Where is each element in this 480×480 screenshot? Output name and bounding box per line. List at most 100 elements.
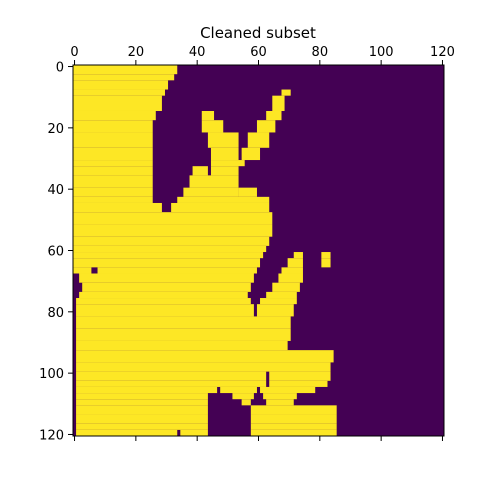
heatmap-cell-region: [207, 132, 239, 148]
heatmap-cell-region: [73, 89, 165, 96]
y-tick-label: 60: [47, 245, 64, 260]
heatmap-cell-region: [210, 147, 239, 161]
heatmap-cell-region: [73, 245, 267, 253]
heatmap-cell-region: [250, 405, 337, 415]
heatmap-cell-region: [73, 187, 153, 197]
heatmap-cell-region: [269, 380, 328, 387]
heatmap-cell-region: [76, 316, 291, 329]
heatmap-cell-region: [79, 291, 248, 299]
heatmap-cell-region: [76, 393, 208, 400]
heatmap-cell-region: [260, 298, 297, 305]
heatmap-cell-region: [73, 252, 264, 259]
heatmap-cell-region: [232, 393, 254, 400]
heatmap-cell-region: [73, 196, 153, 203]
heatmap-cell-region: [82, 282, 251, 292]
heatmap-cell-region: [201, 120, 224, 133]
heatmap-cell-region: [250, 429, 337, 436]
heatmap-cell-region: [177, 196, 270, 203]
heatmap-cell-region: [73, 236, 270, 246]
heatmap-cell-region: [321, 252, 331, 259]
heatmap-cell-region: [73, 80, 169, 90]
heatmap-cell-region: [201, 110, 215, 121]
heatmap-cell-region: [263, 393, 297, 400]
heatmap-cell-region: [210, 160, 245, 167]
heatmap-cell-region: [266, 291, 297, 299]
heatmap-cell-region: [241, 147, 261, 161]
heatmap-cell-region: [192, 166, 208, 176]
heatmap-cell-region: [266, 399, 294, 406]
heatmap-cell-region: [256, 304, 294, 317]
heatmap-cell-region: [73, 224, 273, 237]
heatmap-cell-region: [321, 258, 331, 268]
heatmap-cell-region: [76, 304, 254, 317]
heatmap-cell-region: [97, 267, 257, 274]
heatmap-cell-region: [73, 166, 153, 176]
x-tick-label: 120: [430, 45, 455, 60]
x-tick-label: 0: [70, 45, 78, 60]
y-tick-label: 80: [47, 306, 64, 321]
heatmap-cell-region: [238, 187, 257, 197]
heatmap-cell-region: [76, 386, 218, 394]
axes: 0 20 40 60 80 100 120 0 20 40 60 80 100 120: [39, 45, 455, 443]
heatmap-cell-region: [76, 405, 208, 415]
heatmap-cell-region: [76, 298, 251, 305]
y-tick-label: 100: [39, 367, 64, 382]
heatmap-cell-region: [73, 65, 178, 75]
x-tick-label: 20: [128, 45, 145, 60]
heatmap-cell-region: [180, 429, 208, 436]
heatmap-cell-region: [76, 328, 291, 341]
heatmap-cell-region: [281, 267, 303, 274]
heatmap-cell-region: [79, 273, 254, 283]
heatmap-cell-region: [293, 252, 303, 259]
heatmap-cell-region: [220, 386, 257, 394]
chart-title: Cleaned subset: [200, 24, 316, 42]
heatmap-cell-region: [73, 160, 153, 167]
heatmap-cell-region: [76, 423, 208, 430]
x-tick-label: 80: [312, 45, 329, 60]
heatmap-cell-region: [76, 414, 208, 424]
heatmap-cell-region: [269, 371, 331, 381]
heatmap-cell-region: [76, 399, 208, 406]
heatmap-cell-region: [278, 273, 303, 283]
heatmap-cell-region: [73, 202, 162, 213]
y-tick-label: 40: [47, 183, 64, 198]
heatmap-cell-region: [73, 267, 92, 274]
heatmap-cell-region: [73, 110, 156, 121]
x-tick-label: 40: [189, 45, 206, 60]
heatmap-cell-region: [73, 258, 261, 268]
heatmap-cell-region: [266, 110, 282, 121]
y-tick-label: 0: [56, 61, 64, 76]
heatmap-cell-region: [210, 166, 239, 176]
y-tick-label: 20: [47, 122, 64, 137]
plot-area: [73, 65, 444, 436]
x-tick-label: 60: [250, 45, 267, 60]
heatmap-cell-region: [76, 429, 178, 436]
heatmap-cell-region: [183, 187, 239, 197]
heatmap-cell-region: [76, 380, 267, 387]
heatmap-cell-region: [287, 258, 303, 268]
heatmap-cell-region: [73, 74, 175, 81]
heatmap-cell-region: [241, 399, 251, 406]
heatmap-cell-region: [76, 362, 331, 372]
heatmap-cell-region: [247, 132, 270, 148]
heatmap-cell-region: [256, 120, 276, 133]
heatmap-cell-region: [272, 282, 300, 292]
y-tick-label: 120: [39, 428, 64, 443]
heatmap-cell-region: [260, 386, 316, 394]
heatmap-cell-region: [73, 120, 153, 133]
heatmap-cell-region: [73, 147, 153, 161]
heatmap-cell-region: [250, 423, 337, 430]
heatmap-cell-region: [73, 175, 153, 188]
heatmap-cell-region: [281, 89, 291, 96]
heatmap-cell-region: [76, 340, 288, 351]
x-tick-label: 100: [369, 45, 394, 60]
heatmap-cell-region: [76, 350, 334, 363]
heatmap-cell-region: [272, 95, 285, 111]
heatmap-cell-region: [76, 371, 267, 381]
heatmap-cell-region: [73, 95, 162, 111]
heatmap-cell-region: [171, 202, 270, 213]
heatmap-cell-region: [250, 414, 337, 424]
heatmap-cell-region: [73, 132, 153, 148]
heatmap-cell-region: [73, 212, 273, 225]
